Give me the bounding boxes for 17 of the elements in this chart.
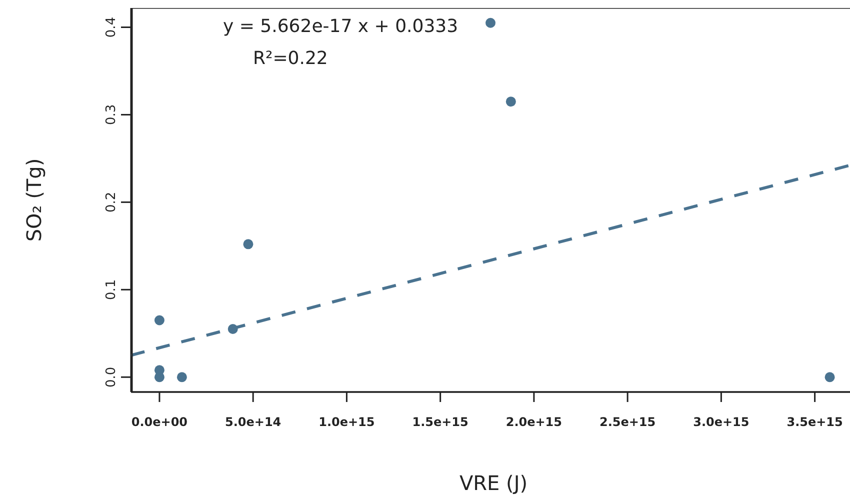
x-axis-title: VRE (J) [459, 471, 528, 495]
annotation: y = 5.662e-17 x + 0.0333 [223, 16, 458, 37]
y-tick-label: 0.4 [104, 16, 119, 38]
x-tick-label: 0.0e+00 [131, 415, 188, 429]
y-tick-label: 0.2 [104, 192, 119, 213]
x-tick-label: 2.0e+15 [506, 415, 562, 429]
x-tick-label: 3.0e+15 [693, 415, 750, 429]
x-tick-label: 2.5e+15 [599, 415, 656, 429]
annotation: R²=0.22 [253, 48, 328, 69]
y-tick-label: 0.3 [104, 104, 119, 126]
y-axis-title: SO₂ (Tg) [22, 158, 46, 242]
y-tick-label: 0.1 [104, 279, 119, 300]
y-tick-label: 0.0 [104, 366, 119, 388]
x-tick-label: 3.5e+15 [786, 415, 843, 429]
x-tick-label: 1.0e+15 [318, 415, 375, 429]
x-tick-label: 5.0e+14 [225, 415, 282, 429]
x-tick-label: 1.5e+15 [412, 415, 468, 429]
